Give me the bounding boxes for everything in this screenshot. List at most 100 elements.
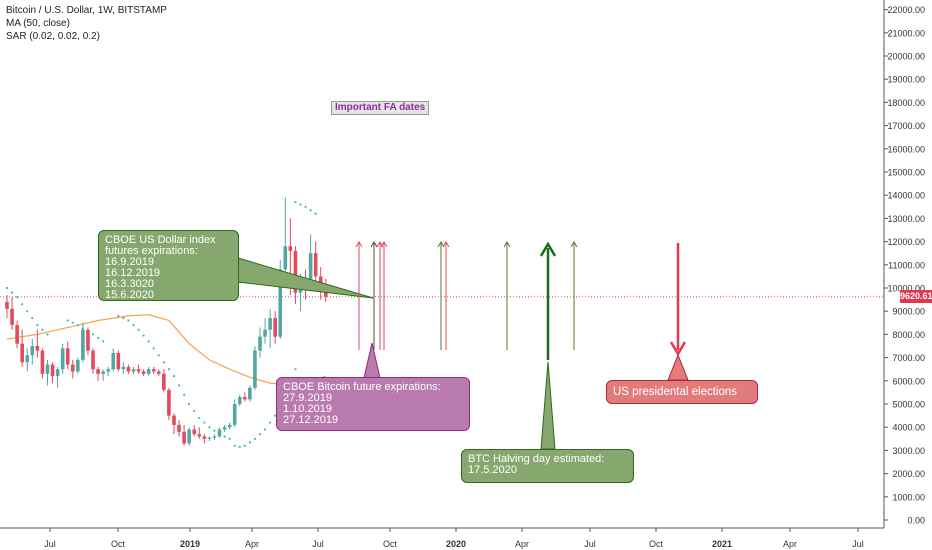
sar-point bbox=[152, 347, 155, 350]
candle-body bbox=[96, 369, 100, 374]
chart-legend: Bitcoin / U.S. Dollar, 1W, BITSTAMP MA (… bbox=[6, 4, 167, 43]
candle-body bbox=[151, 369, 156, 372]
x-tick-label: Oct bbox=[383, 539, 398, 549]
sar-point bbox=[203, 421, 206, 424]
candle-body bbox=[116, 352, 121, 370]
sar-point bbox=[16, 296, 19, 299]
y-tick-label: 15000.00 bbox=[887, 168, 925, 178]
sar-point bbox=[162, 361, 165, 364]
halving-arrow-head bbox=[539, 241, 557, 257]
candle-body bbox=[192, 429, 197, 435]
thin-arrow-red-head bbox=[355, 241, 363, 248]
candle-body bbox=[136, 369, 141, 372]
candle-body bbox=[70, 364, 75, 372]
sar-point bbox=[157, 354, 160, 357]
candle-body bbox=[313, 253, 318, 277]
thin-arrow-red-head bbox=[380, 241, 388, 248]
callout-cboe-usd[interactable]: CBOE US Dollar index futures expirations… bbox=[98, 230, 239, 301]
sar-point bbox=[228, 437, 231, 440]
candle-body bbox=[248, 387, 252, 400]
sar-point bbox=[258, 433, 262, 436]
x-tick-label: 2021 bbox=[712, 539, 732, 549]
candle-body bbox=[5, 301, 9, 309]
sar-point bbox=[299, 203, 302, 206]
candle-body bbox=[237, 397, 242, 404]
sar-point bbox=[233, 444, 236, 447]
candle-body bbox=[227, 424, 232, 428]
candle-body bbox=[50, 364, 55, 377]
y-tick-label: 3000.00 bbox=[892, 446, 925, 456]
y-tick-label: 4000.00 bbox=[892, 423, 925, 433]
sar-point bbox=[198, 416, 201, 420]
callout-halving-pointer bbox=[540, 361, 556, 450]
sar-point bbox=[91, 333, 95, 336]
sar-indicator-label: SAR (0.02, 0.02, 0.2) bbox=[6, 31, 100, 42]
candle-body bbox=[55, 369, 60, 377]
candle-body bbox=[25, 355, 30, 363]
candle-body bbox=[258, 336, 262, 351]
sar-point bbox=[147, 340, 150, 343]
symbol-label: Bitcoin / U.S. Dollar, 1W, BITSTAMP bbox=[6, 5, 167, 16]
y-tick-label: 6000.00 bbox=[892, 376, 925, 386]
candle-body bbox=[172, 415, 176, 425]
candle-body bbox=[131, 369, 136, 372]
candle-body bbox=[243, 397, 247, 400]
y-tick-label: 11000.00 bbox=[888, 260, 925, 270]
y-tick-label: 17000.00 bbox=[887, 121, 925, 131]
candle-body bbox=[217, 429, 222, 437]
candle-body bbox=[162, 373, 166, 391]
sar-point bbox=[183, 393, 186, 396]
y-tick-label: 20000.00 bbox=[887, 52, 925, 62]
x-tick-label: Apr bbox=[245, 539, 259, 549]
y-tick-label: 8000.00 bbox=[892, 330, 925, 340]
candle-body bbox=[288, 246, 293, 251]
sar-point bbox=[248, 441, 251, 444]
thin-arrow-green-head bbox=[570, 241, 578, 248]
sar-point bbox=[263, 428, 267, 431]
candle-body bbox=[293, 250, 298, 293]
candle-body bbox=[268, 318, 272, 330]
y-tick-label: 12000.00 bbox=[887, 237, 925, 247]
annotation-title[interactable]: Important FA dates bbox=[331, 101, 430, 115]
y-tick-label: 0.00 bbox=[907, 516, 925, 526]
x-tick-label: Jul bbox=[852, 539, 864, 549]
sar-point bbox=[238, 445, 241, 449]
x-tick-label: Apr bbox=[515, 539, 529, 549]
candle-body bbox=[187, 429, 191, 444]
candle-body bbox=[10, 308, 14, 326]
ma50-line bbox=[6, 314, 326, 387]
candle-body bbox=[283, 246, 288, 270]
candle-body bbox=[207, 437, 212, 439]
sar-point bbox=[208, 426, 211, 429]
sar-point bbox=[213, 429, 216, 432]
x-tick-label: 2019 bbox=[180, 539, 200, 549]
sar-point bbox=[137, 328, 140, 331]
y-tick-label: 13000.00 bbox=[887, 214, 925, 224]
callout-cboe-btc[interactable]: CBOE Bitcoin future expirations: 27.9.20… bbox=[276, 377, 470, 431]
sar-point bbox=[172, 375, 176, 378]
thin-arrow-green-head bbox=[437, 241, 445, 248]
candle-body bbox=[212, 436, 217, 438]
callout-elections[interactable]: US presidental elections bbox=[606, 380, 758, 404]
candle-body bbox=[81, 329, 85, 360]
thin-arrow-red-head bbox=[442, 241, 450, 248]
elections-arrow-head bbox=[669, 341, 687, 357]
sar-point bbox=[193, 409, 196, 413]
sar-point bbox=[21, 303, 24, 306]
candle-body bbox=[182, 431, 186, 444]
sar-point bbox=[243, 444, 246, 447]
x-tick-label: 2020 bbox=[446, 539, 466, 549]
candle-body bbox=[91, 350, 95, 370]
callout-halving[interactable]: BTC Halving day estimated: 17.5.2020 bbox=[461, 449, 634, 483]
thin-arrow-green-head bbox=[370, 241, 378, 248]
sar-point bbox=[31, 317, 34, 320]
sar-point bbox=[26, 310, 29, 313]
y-tick-label: 7000.00 bbox=[892, 353, 925, 363]
x-tick-label: Jul bbox=[312, 539, 324, 549]
candle-body bbox=[86, 329, 90, 351]
sar-point bbox=[41, 328, 44, 331]
sar-point bbox=[188, 402, 191, 406]
candle-body bbox=[146, 369, 151, 374]
sar-point bbox=[177, 384, 181, 387]
